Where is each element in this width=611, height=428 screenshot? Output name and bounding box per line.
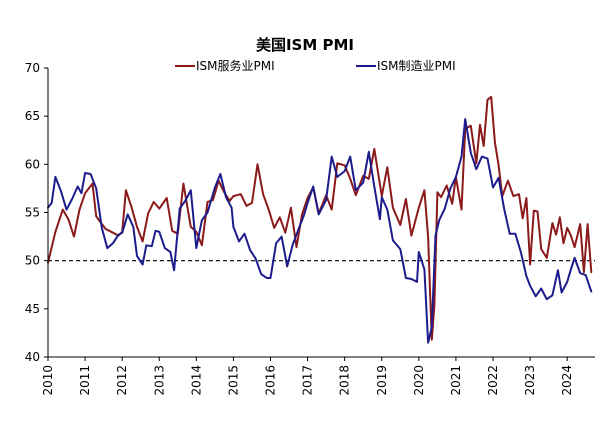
y-tick-label: 55 <box>25 206 40 220</box>
x-tick-label: 2021 <box>449 365 463 396</box>
chart-legend: ISM服务业PMI ISM制造业PMI <box>175 58 456 73</box>
y-tick-label: 45 <box>25 302 40 316</box>
x-tick-label: 2015 <box>226 365 240 396</box>
x-tick-label: 2014 <box>189 365 203 396</box>
x-tick-label: 2024 <box>560 365 574 396</box>
x-tick-label: 2016 <box>264 365 278 396</box>
series-line-1 <box>47 118 593 344</box>
axes-layer: 40 45 50 55 60 65 70 2010 2011 2012 2013 2014 2015 20… <box>25 61 595 396</box>
series-layer <box>47 95 593 344</box>
x-tick-label: 2017 <box>301 365 315 396</box>
legend-label-1: ISM制造业PMI <box>377 59 456 73</box>
x-tick-label: 2012 <box>115 365 129 396</box>
x-tick-label: 2013 <box>152 365 166 396</box>
x-tick-label: 2010 <box>41 365 55 396</box>
legend-label-0: ISM服务业PMI <box>196 58 275 73</box>
x-tick-label: 2011 <box>78 365 92 396</box>
y-tick-label: 70 <box>25 61 40 75</box>
y-tick-label: 60 <box>25 157 40 171</box>
x-tick-label: 2022 <box>486 365 500 396</box>
series-line-0 <box>47 95 593 341</box>
y-tick-label: 65 <box>25 109 40 123</box>
x-tick-label: 2019 <box>375 365 389 396</box>
y-tick-label: 40 <box>25 350 40 364</box>
y-tick-label: 50 <box>25 254 40 268</box>
chart-title: 美国ISM PMI <box>256 36 354 54</box>
x-tick-label: 2020 <box>412 365 426 396</box>
x-tick-label: 2018 <box>338 365 352 396</box>
x-tick-label: 2023 <box>523 365 537 396</box>
